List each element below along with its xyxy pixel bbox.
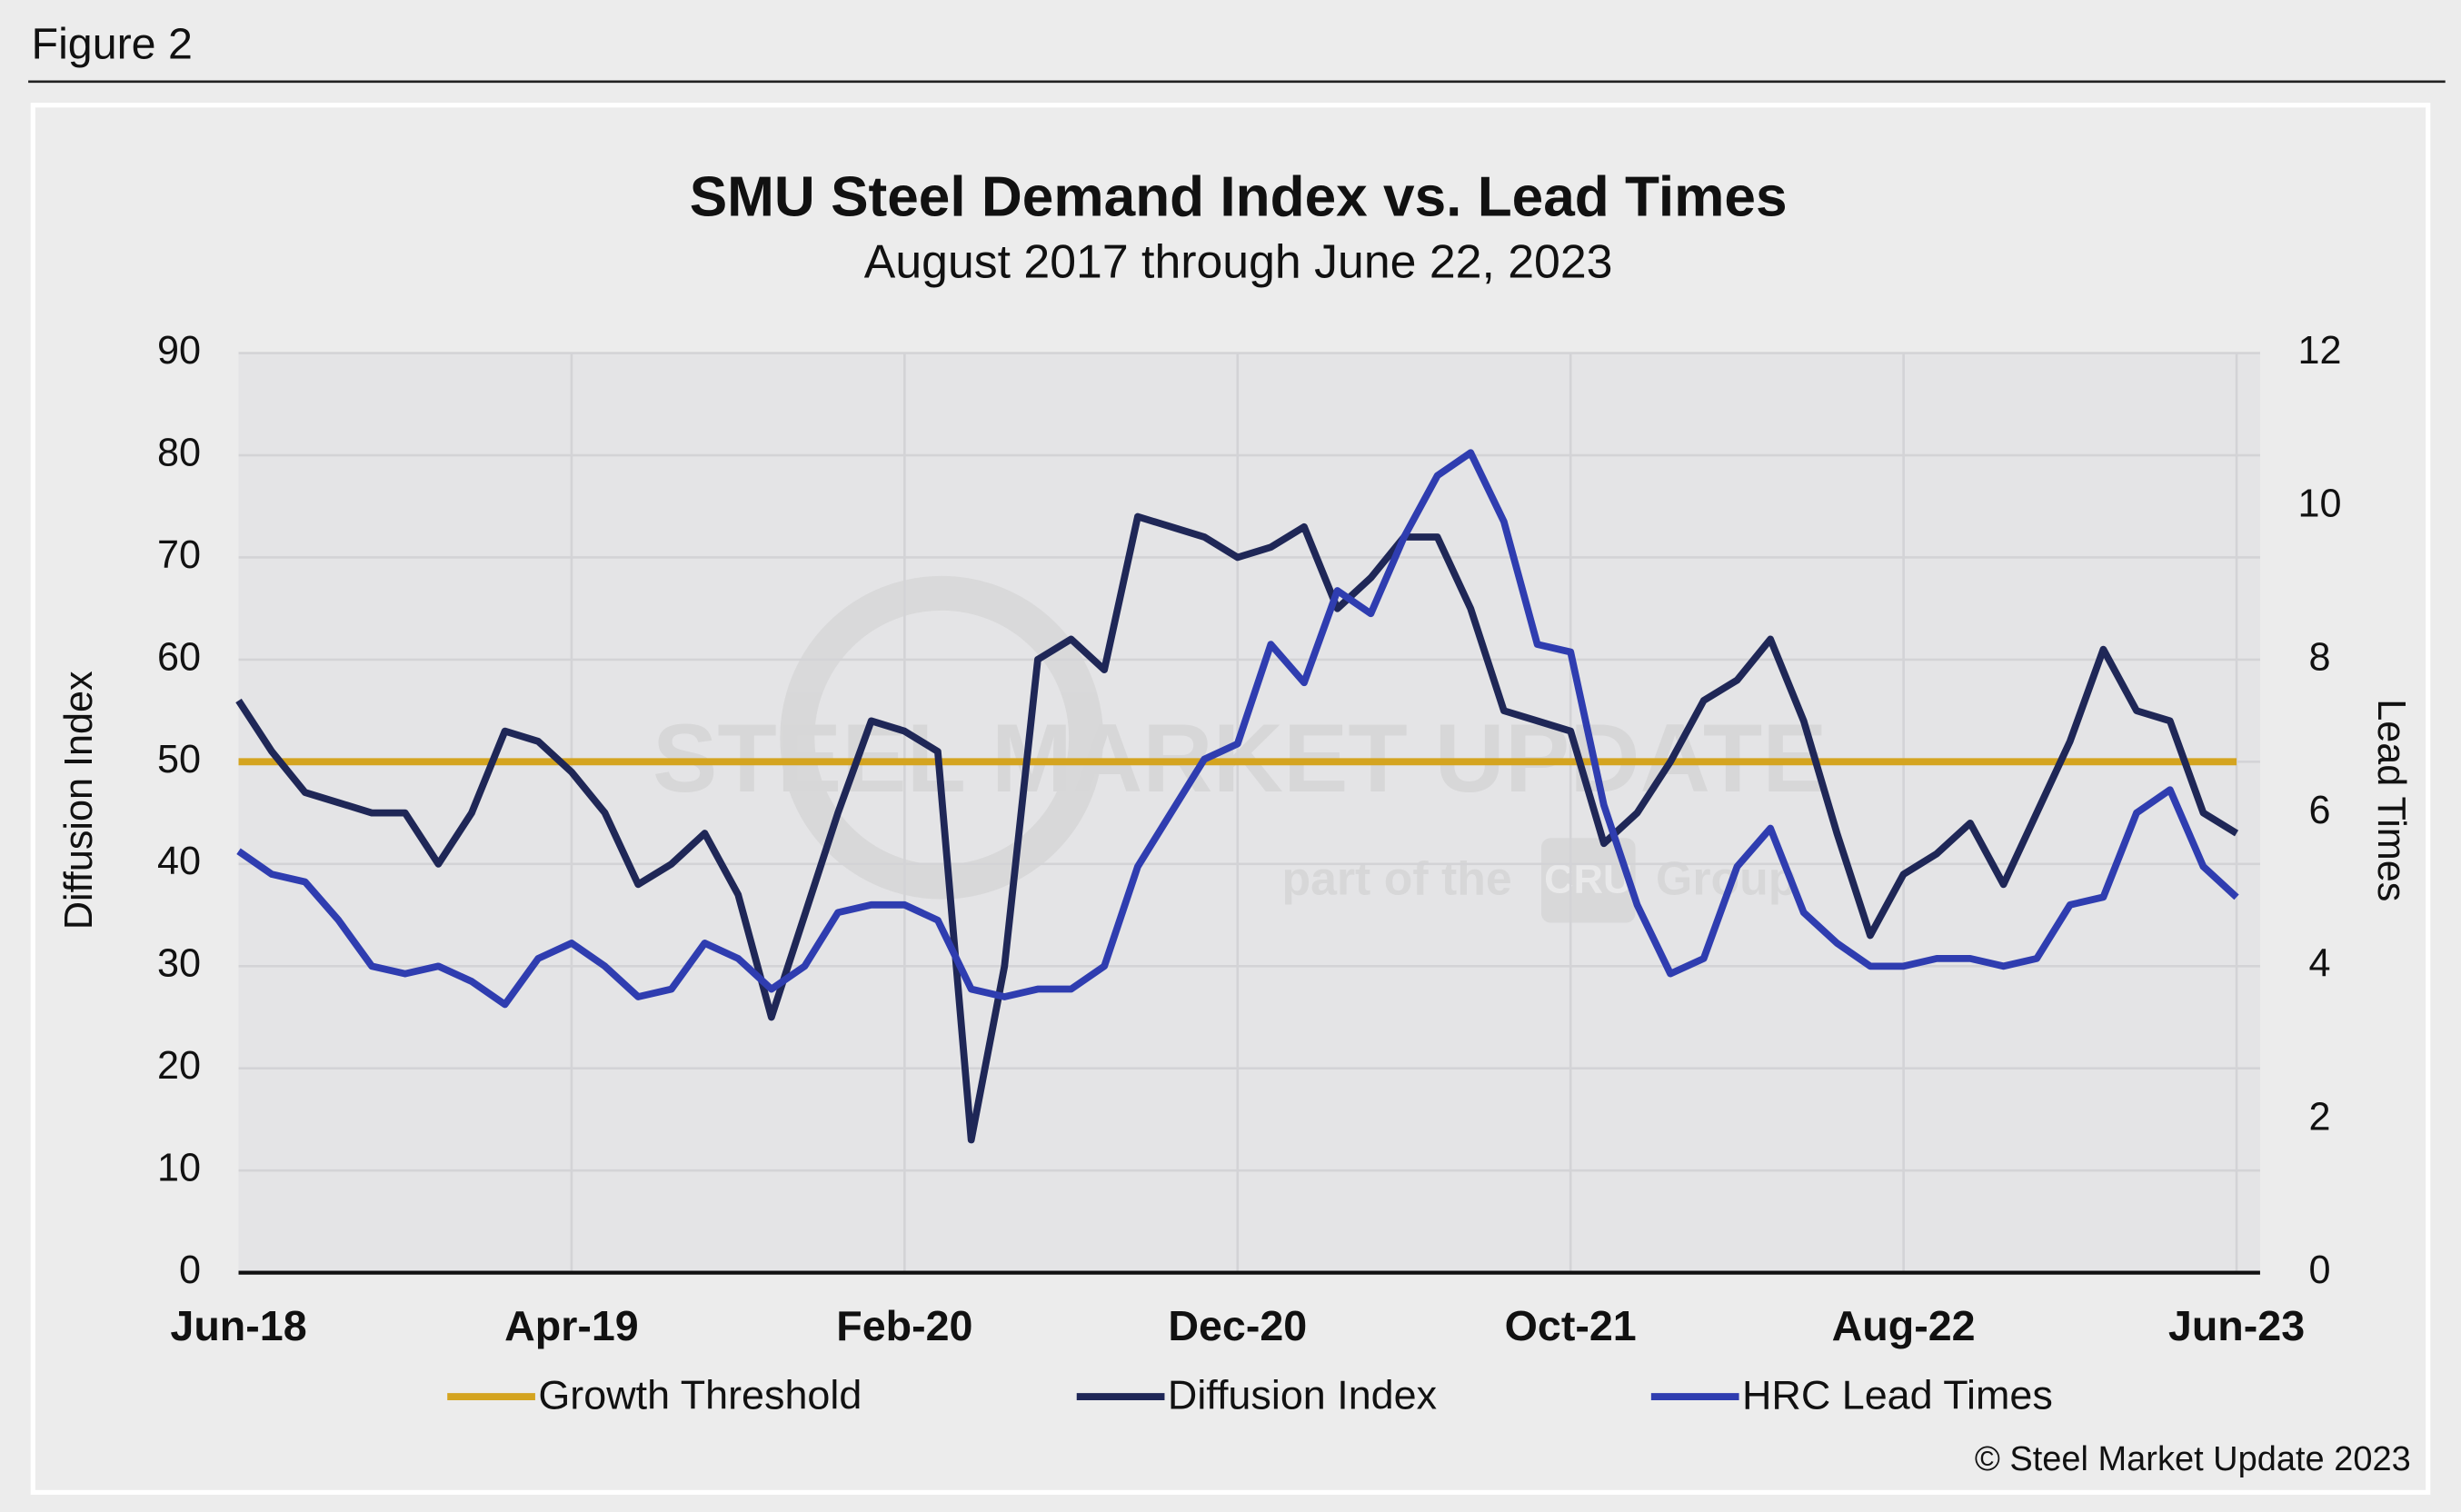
- y-tick-label: 20: [157, 1044, 201, 1088]
- y2-tick-label: 4: [2309, 942, 2331, 986]
- watermark-logo: [780, 575, 1104, 900]
- y-tick-label: 70: [157, 533, 201, 577]
- y-tick-label: 90: [157, 329, 201, 373]
- x-tick-label: Jun-18: [170, 1302, 306, 1349]
- y2-axis-label: Lead Times: [2369, 699, 2413, 901]
- x-tick-label: Dec-20: [1168, 1302, 1307, 1349]
- chart-title: SMU Steel Demand Index vs. Lead Times: [690, 165, 1788, 228]
- y-tick-label: 40: [157, 840, 201, 883]
- plot-area: [238, 353, 2260, 1273]
- series-line: [235, 512, 2239, 1144]
- x-tick-label: Aug-22: [1832, 1302, 1976, 1349]
- x-tick-label: Jun-23: [2168, 1302, 2305, 1349]
- watermark-text: part of the: [1281, 851, 1511, 904]
- y-tick-label: 50: [157, 738, 201, 781]
- y2-tick-label: 12: [2298, 329, 2342, 373]
- y-tick-label: 80: [157, 431, 201, 474]
- plot-layer: 0 10 20 30 40 50 60 70 80 90 0 2 4 6 8 10 12 Jun-18 Apr-19…: [157, 329, 2342, 1418]
- x-tick-label: Apr-19: [504, 1302, 639, 1349]
- y-tick-label: 10: [157, 1147, 201, 1190]
- y2-tick-label: 2: [2309, 1095, 2331, 1139]
- y-tick-label: 60: [157, 635, 201, 679]
- watermark: STEEL MARKET UPDATE part of the CRU Grou…: [653, 575, 1828, 923]
- y-tick-label: 30: [157, 942, 201, 986]
- x-tick-label: Feb-20: [836, 1302, 972, 1349]
- y2-tick-label: 0: [2309, 1248, 2331, 1292]
- y-axis-label: Diffusion Index: [57, 671, 101, 930]
- y2-tick-label: 6: [2309, 789, 2331, 832]
- figure-label: Figure 2: [32, 20, 193, 69]
- chart-subtitle: August 2017 through June 22, 2023: [864, 235, 1613, 288]
- legend-label: HRC Lead Times: [1742, 1372, 2053, 1418]
- watermark-badge: [1540, 838, 1636, 923]
- y-tick-label: 0: [179, 1248, 201, 1292]
- y2-tick-label: 8: [2309, 635, 2331, 679]
- series-line: [236, 449, 2239, 1009]
- x-tick-label: Oct-21: [1505, 1302, 1637, 1349]
- legend-label: Growth Threshold: [538, 1372, 862, 1418]
- copyright: © Steel Market Update 2023: [1975, 1440, 2411, 1478]
- y2-tick-label: 10: [2298, 482, 2342, 526]
- legend-label: Diffusion Index: [1168, 1372, 1437, 1418]
